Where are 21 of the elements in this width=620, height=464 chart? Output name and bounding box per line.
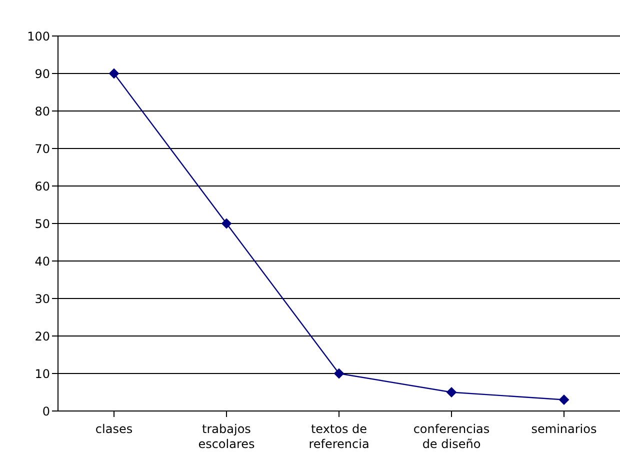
x-tick-label: seminarios	[531, 422, 597, 436]
point	[109, 68, 119, 78]
y-tick-label: 60	[34, 179, 50, 194]
x-tick-label: clases	[95, 422, 133, 436]
y-tick-label: 40	[34, 254, 50, 268]
y-tick-label: 50	[34, 216, 50, 231]
y-tick-label: 100	[27, 29, 50, 44]
point	[446, 387, 456, 398]
x-tick-label: conferencias de diseño	[413, 422, 490, 451]
x-tick-label: textos de referencia	[308, 422, 370, 451]
y-tick-label: 20	[34, 329, 50, 344]
point	[222, 218, 232, 228]
y-tick-label: 70	[34, 142, 50, 156]
x-tick-label: trabajos escolares	[198, 422, 255, 451]
point	[334, 368, 344, 378]
y-tick-label: 10	[34, 366, 50, 381]
y-tick-label: 80	[34, 104, 50, 118]
y-tick-label: 90	[34, 66, 50, 81]
y-tick-label: 0	[42, 404, 50, 418]
point	[559, 394, 569, 405]
y-tick-label: 30	[34, 292, 50, 306]
